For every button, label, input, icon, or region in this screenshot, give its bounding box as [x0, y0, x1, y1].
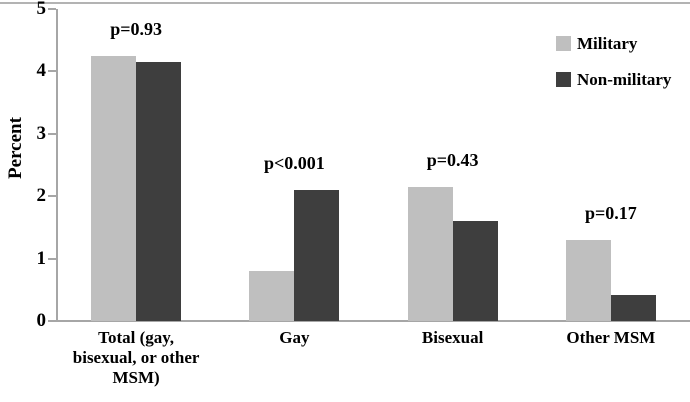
y-tick-mark — [48, 132, 56, 135]
y-tick-label: 0 — [36, 310, 47, 331]
non-military-bar — [452, 221, 498, 321]
non-military-bar — [136, 62, 182, 321]
legend-swatch-icon — [556, 72, 571, 87]
y-tick-label: 2 — [36, 185, 47, 207]
legend: Military Non-military — [556, 35, 671, 107]
y-tick-mark — [48, 195, 56, 198]
legend-label: Non-military — [577, 70, 672, 89]
legend-item: Military — [556, 35, 671, 52]
y-tick-mark — [48, 70, 56, 73]
military-bar — [91, 55, 137, 321]
y-tick-mark — [48, 8, 56, 10]
y-tick-label: 4 — [36, 60, 47, 82]
military-bar — [249, 271, 295, 321]
figure-top-border — [0, 2, 690, 4]
y-tick-label: 5 — [36, 0, 47, 19]
legend-item: Non-military — [556, 71, 671, 88]
x-category-label: Total (gay, bisexual, or other MSM) — [72, 328, 200, 387]
p-value-annotation: p<0.001 — [263, 152, 325, 173]
y-tick-label: 1 — [36, 247, 47, 269]
p-value-annotation: p=0.17 — [584, 202, 637, 223]
military-bar — [407, 186, 453, 321]
y-axis-line — [56, 9, 58, 322]
legend-swatch-icon — [556, 36, 571, 51]
military-bar — [565, 239, 611, 321]
x-category-label: Other MSM — [566, 328, 656, 347]
x-category-label: Bisexual — [421, 328, 484, 347]
y-tick-label: 3 — [36, 122, 47, 144]
p-value-annotation: p=0.43 — [426, 149, 479, 170]
non-military-bar — [294, 189, 340, 321]
y-tick-mark — [48, 320, 56, 322]
p-value-annotation: p=0.93 — [110, 18, 163, 39]
y-tick-mark — [48, 257, 56, 260]
legend-label: Military — [577, 34, 638, 53]
x-category-label: Gay — [279, 328, 310, 347]
x-axis-line — [56, 320, 690, 322]
non-military-bar — [610, 294, 656, 321]
